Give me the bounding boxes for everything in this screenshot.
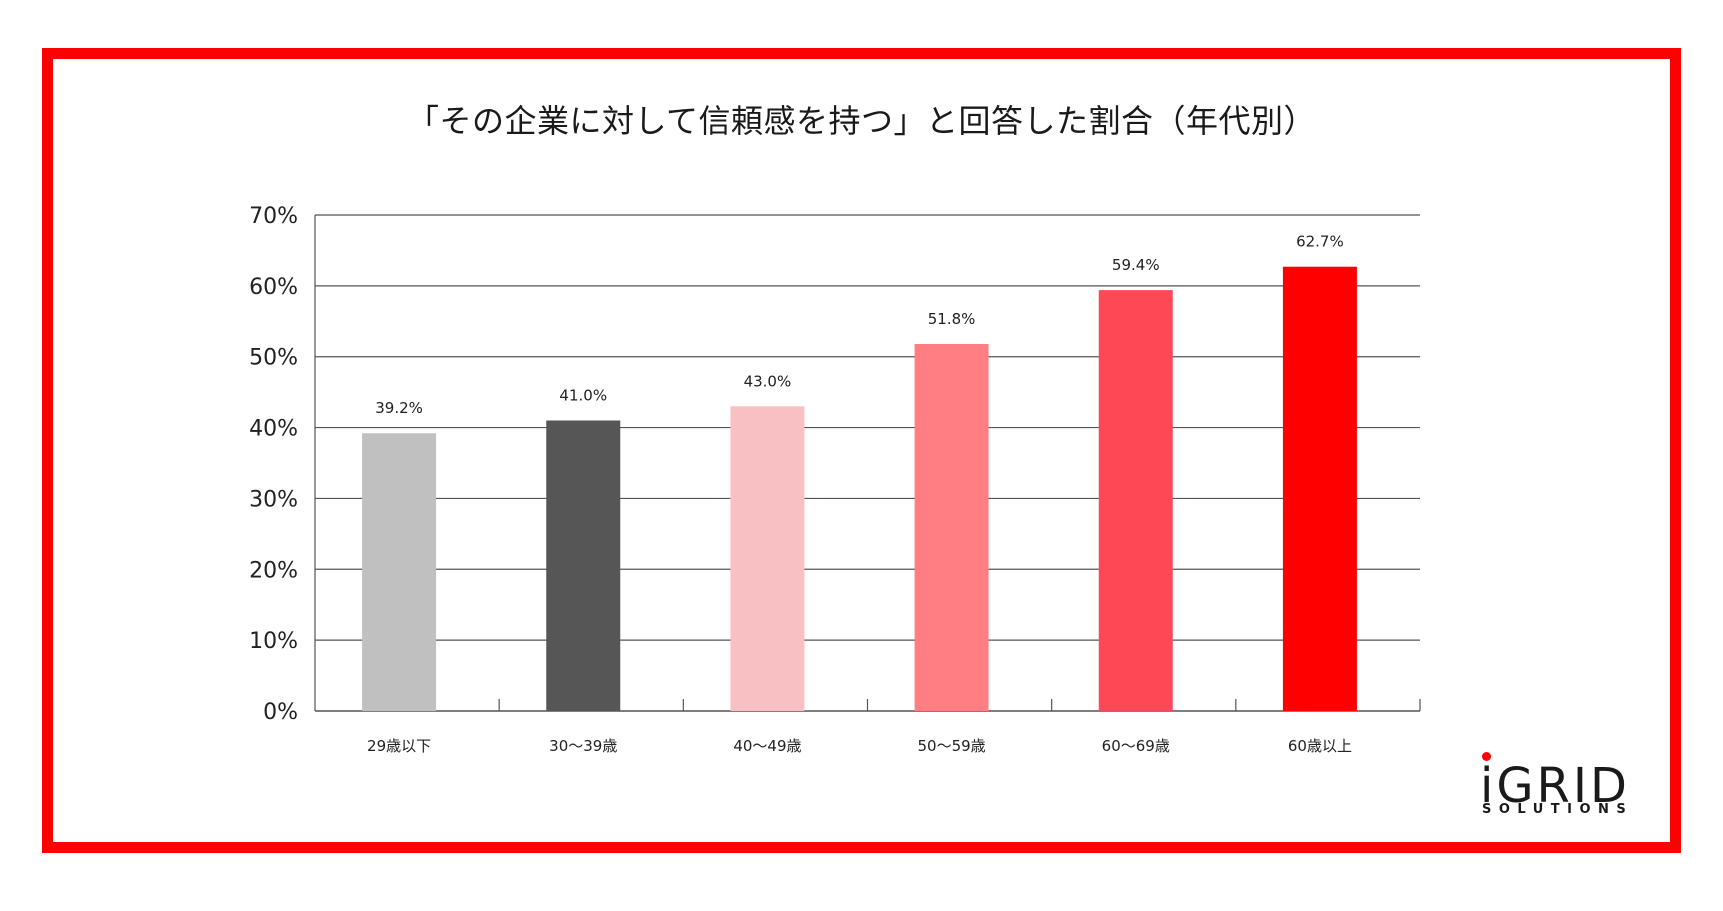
- logo-subtitle: SOLUTIONS: [1482, 802, 1634, 817]
- x-tick-label: 40〜49歳: [733, 737, 801, 755]
- bar: [546, 420, 621, 711]
- data-label: 51.8%: [928, 310, 976, 328]
- logo-wordmark: iGRID: [1480, 758, 1630, 814]
- x-tick-label: 60〜69歳: [1102, 737, 1170, 755]
- data-label: 41.0%: [559, 386, 607, 404]
- y-tick-label: 50%: [249, 346, 298, 371]
- bar: [730, 406, 805, 711]
- bar: [914, 343, 989, 711]
- chart-title: 「その企業に対して信頼感を持つ」と回答した割合（年代別）: [406, 102, 1317, 140]
- data-label: 39.2%: [375, 399, 423, 417]
- bar: [362, 433, 437, 711]
- y-tick-label: 10%: [249, 629, 298, 654]
- y-tick-label: 30%: [249, 487, 298, 512]
- x-tick-label: 30〜39歳: [549, 737, 617, 755]
- x-tick-label: 60歳以上: [1288, 737, 1352, 755]
- y-tick-label: 40%: [249, 417, 298, 442]
- logo-dot-icon: [1482, 752, 1491, 761]
- x-tick-label: 50〜59歳: [917, 737, 985, 755]
- igrid-logo: iGRID SOLUTIONS: [1476, 752, 1646, 818]
- y-tick-label: 20%: [249, 558, 298, 583]
- y-tick-label: 60%: [249, 275, 298, 300]
- data-label: 62.7%: [1296, 233, 1344, 251]
- x-tick-label: 29歳以下: [367, 737, 431, 755]
- bar: [1098, 290, 1173, 711]
- bar: [1282, 266, 1357, 711]
- y-tick-label: 0%: [263, 700, 298, 725]
- data-label: 43.0%: [744, 372, 792, 390]
- y-tick-label: 70%: [249, 204, 298, 229]
- data-label: 59.4%: [1112, 256, 1160, 274]
